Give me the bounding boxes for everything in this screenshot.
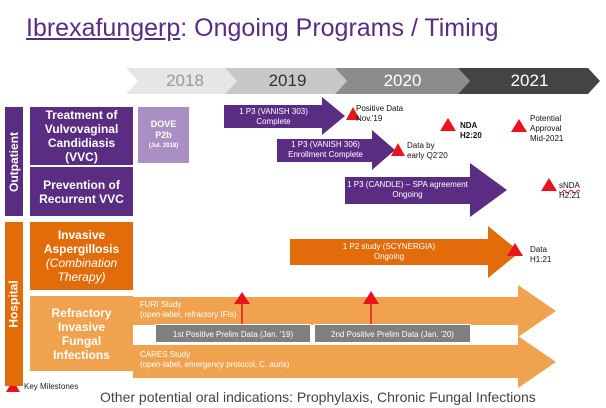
milestone-icon [440, 118, 456, 131]
milestone-icon [511, 119, 527, 132]
milestone-icon [507, 243, 523, 256]
milestone-approval: Potential Approval Mid-2021 [530, 114, 564, 143]
outpatient-label: Outpatient [5, 107, 23, 216]
chevron-2020 [335, 68, 470, 94]
chevron-2021 [458, 68, 600, 94]
prelim-data-2: 2nd Positive Prelim Data (Jan. '20) [314, 324, 471, 343]
scynergia-label: 1 P2 study (SCYNERGIA) Ongoing [342, 242, 436, 261]
milestone-data-306: Data by early Q2'20 [407, 141, 448, 160]
chevron-2018 [126, 68, 237, 94]
arrow-cares [133, 336, 556, 388]
vanish-303-label: 1 P3 (VANISH 303) Complete [239, 107, 308, 126]
year-2018: 2018 [166, 71, 204, 90]
chevron-2019 [225, 68, 347, 94]
milestone-snda: sNDA H2:21 [559, 181, 581, 200]
milestone-positive-data: Positive Data Nov.'19 [356, 104, 404, 123]
indication-rvvc: Prevention of Recurrent VVC [30, 167, 133, 216]
cares-label: CARES Study (open-label, emergency protoc… [140, 350, 290, 369]
vanish-306-label: 1 P3 (VANISH 306) Enrollment Complete [288, 140, 363, 159]
year-2021: 2021 [510, 71, 549, 90]
title-rest: : Ongoing Programs / Timing [180, 14, 499, 42]
furi-label: FURI Study (open-label, refractory IFIs) [140, 300, 237, 319]
page-title: Ibrexafungerp: Ongoing Programs / Timing [26, 14, 498, 43]
year-2020: 2020 [383, 71, 422, 90]
milestone-scynergia-data: Data H1:21 [530, 245, 552, 264]
hospital-label: Hospital [5, 222, 23, 386]
prelim-data-1: 1st Positive Prelim Data (Jan. '19) [155, 324, 311, 343]
milestone-icon [391, 143, 405, 156]
milestone-icon [363, 291, 379, 304]
milestone-icon [541, 178, 557, 191]
legend-label: Key Milestones [24, 382, 79, 391]
dove-p2b-box: DOVE P2b (Jul. 2018) [138, 107, 189, 163]
arrow-scynergia [290, 226, 520, 278]
milestone-icon [346, 107, 360, 120]
arrow-candle [345, 163, 507, 217]
indication-ia: Invasive Aspergillosis (Combination Thera… [30, 222, 133, 290]
indication-vvc: Treatment of Vulvovaginal Candidiasis (V… [30, 107, 133, 165]
legend-milestone-icon [6, 380, 20, 392]
milestone-nda: NDA H2:20 [460, 121, 482, 140]
year-2019: 2019 [268, 71, 307, 90]
arrow-vanish-303 [224, 97, 345, 135]
indication-rifi: Refractory Invasive Fungal Infections [30, 296, 133, 371]
milestone-icon [234, 292, 250, 304]
candle-label: 1 P3 (CANDLE) – SPA agreement Ongoing [347, 180, 468, 199]
footer-note: Other potential oral indications: Prophy… [100, 389, 536, 405]
arrow-vanish-306 [277, 130, 395, 170]
drug-name: Ibrexafungerp [26, 14, 181, 42]
